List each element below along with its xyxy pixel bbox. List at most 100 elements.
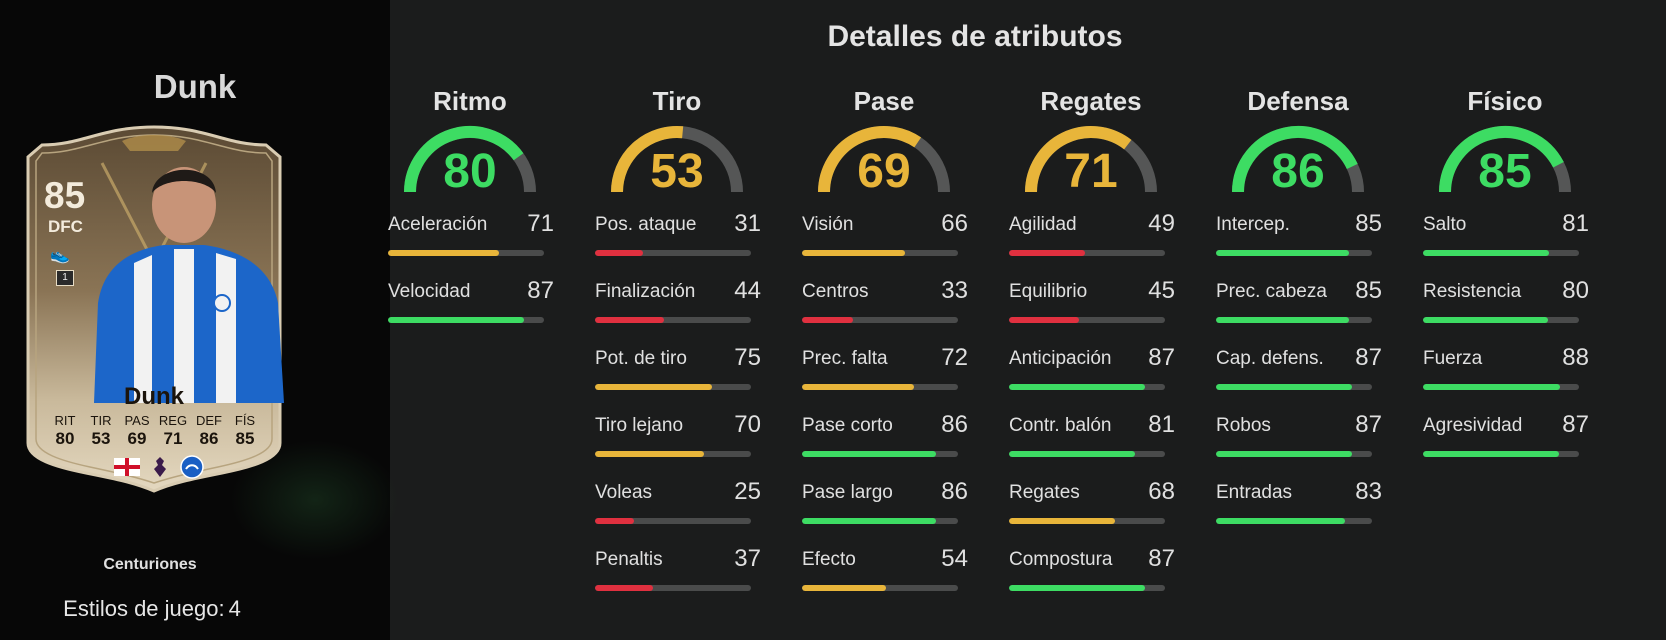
player-panel: Dunk 85 DFC 👟 1 bbox=[0, 0, 400, 640]
card-stats: RIT 80 TIR 53 PAS 69 REG 71 DEF 86 FÍS 85 bbox=[48, 413, 262, 449]
stat-value: 81 bbox=[1148, 411, 1175, 438]
stat-name: Pos. ataque bbox=[595, 214, 697, 235]
england-flag-icon bbox=[114, 458, 140, 476]
card-stat: REG 71 bbox=[156, 413, 190, 449]
stat-name: Centros bbox=[802, 281, 869, 302]
stat-row-pase-largo: Pase largo 86 bbox=[802, 474, 968, 541]
group-gauge: 80 bbox=[370, 122, 570, 206]
card-stat-value: 71 bbox=[163, 429, 183, 448]
stat-name: Pase largo bbox=[802, 482, 893, 503]
card-stat-value: 80 bbox=[55, 429, 75, 448]
card-stat: TIR 53 bbox=[84, 413, 118, 449]
stat-bar-track bbox=[1009, 518, 1165, 524]
stat-bar-track bbox=[1423, 451, 1579, 457]
stat-name: Robos bbox=[1216, 415, 1271, 436]
attribute-group-ritmo: Ritmo 80 Aceleración 71 Velocidad 87 bbox=[370, 86, 570, 340]
group-gauge: 53 bbox=[577, 122, 777, 206]
gauge-fill bbox=[1025, 126, 1132, 193]
stat-name: Tiro lejano bbox=[595, 415, 684, 436]
stat-value: 70 bbox=[734, 411, 761, 438]
stat-name: Intercep. bbox=[1216, 214, 1290, 235]
stat-value: 81 bbox=[1562, 210, 1589, 237]
rank-badge-icon: 1 bbox=[56, 270, 74, 286]
player-card[interactable]: 85 DFC 👟 1 Dunk RIT 80 TIR 53 PAS 69 REG 71 … bbox=[22, 123, 286, 495]
stat-bar-fill bbox=[388, 250, 499, 256]
stat-name: Fuerza bbox=[1423, 348, 1483, 369]
stat-value: 66 bbox=[941, 210, 968, 237]
stat-row-centros: Centros 33 bbox=[802, 273, 968, 340]
stat-name: Visión bbox=[802, 214, 854, 235]
group-title: Tiro bbox=[652, 86, 702, 116]
stat-value: 87 bbox=[527, 277, 554, 304]
player-name: Dunk bbox=[153, 68, 237, 105]
stat-bar-fill bbox=[1423, 317, 1548, 323]
stat-name: Prec. falta bbox=[802, 348, 888, 369]
stat-value: 33 bbox=[941, 277, 968, 304]
stat-value: 85 bbox=[1355, 277, 1382, 304]
stat-bar-track bbox=[595, 384, 751, 390]
playstyles-count[interactable]: Estilos de juego: 4 bbox=[0, 596, 300, 622]
stat-bar-track bbox=[1009, 250, 1165, 256]
stat-bar-fill bbox=[595, 250, 644, 256]
stat-name: Aceleración bbox=[388, 214, 488, 235]
stat-value: 87 bbox=[1355, 344, 1382, 371]
stat-row-pot-de-tiro: Pot. de tiro 75 bbox=[595, 340, 761, 407]
stat-bar-fill bbox=[1423, 451, 1559, 457]
attributes-title: Detalles de atributos bbox=[827, 20, 1123, 53]
stat-bar-fill bbox=[595, 451, 705, 457]
group-value: 71 bbox=[1064, 145, 1118, 198]
stat-value: 86 bbox=[941, 478, 968, 505]
stat-value: 75 bbox=[734, 344, 761, 371]
card-stat-label: REG bbox=[158, 413, 188, 428]
card-position: DFC bbox=[48, 217, 83, 236]
stat-name: Agilidad bbox=[1009, 214, 1077, 235]
stat-bar-fill bbox=[1009, 451, 1136, 457]
attribute-group-defensa: Defensa 86 Intercep. 85 Prec. cabeza 85 Cap. d… bbox=[1198, 86, 1398, 541]
stat-bar-fill bbox=[1216, 317, 1349, 323]
group-value: 69 bbox=[857, 145, 911, 198]
attribute-group-fisico: Físico 85 Salto 81 Resistencia 80 Fuerza 88 Agre… bbox=[1405, 86, 1605, 474]
stat-value: 87 bbox=[1148, 545, 1175, 572]
stat-value: 86 bbox=[941, 411, 968, 438]
stat-bar-track bbox=[1216, 518, 1372, 524]
stat-name: Pase corto bbox=[802, 415, 893, 436]
attribute-group-regates: Regates 71 Agilidad 49 Equilibrio 45 Anticipac… bbox=[991, 86, 1191, 608]
stat-bar-track bbox=[388, 317, 544, 323]
group-title: Regates bbox=[1040, 86, 1142, 116]
stat-value: 68 bbox=[1148, 478, 1175, 505]
group-gauge: 85 bbox=[1405, 122, 1605, 206]
card-stat-label: RIT bbox=[54, 413, 76, 428]
stat-bar-track bbox=[595, 317, 751, 323]
stat-bar-fill bbox=[595, 518, 634, 524]
group-gauge: 69 bbox=[784, 122, 984, 206]
stat-bar-track bbox=[1009, 585, 1165, 591]
stat-bar-fill bbox=[802, 585, 887, 591]
attribute-group-tiro: Tiro 53 Pos. ataque 31 Finalización 44 Pot. de… bbox=[577, 86, 777, 608]
card-player-name: Dunk bbox=[124, 383, 184, 410]
group-value: 80 bbox=[443, 145, 497, 198]
stat-value: 85 bbox=[1355, 210, 1382, 237]
stat-row-equilibrio: Equilibrio 45 bbox=[1009, 273, 1175, 340]
stat-value: 80 bbox=[1562, 277, 1589, 304]
boot-icon: 👟 bbox=[50, 247, 70, 264]
stat-row-compostura: Compostura 87 bbox=[1009, 541, 1175, 608]
stat-value: 83 bbox=[1355, 478, 1382, 505]
card-stat-value: 85 bbox=[235, 429, 255, 448]
stat-bar-fill bbox=[1423, 250, 1550, 256]
stat-name: Compostura bbox=[1009, 549, 1113, 570]
stat-name: Resistencia bbox=[1423, 281, 1522, 302]
group-title: Ritmo bbox=[433, 86, 507, 116]
card-rating: 85 bbox=[44, 175, 86, 216]
group-value: 53 bbox=[650, 145, 704, 198]
stat-value: 87 bbox=[1355, 411, 1382, 438]
stat-bar-track bbox=[1423, 384, 1579, 390]
gauge-fill bbox=[1439, 126, 1564, 193]
gauge-fill bbox=[404, 126, 524, 193]
group-title: Físico bbox=[1467, 86, 1543, 116]
stat-row-contr-balon: Contr. balón 81 bbox=[1009, 407, 1175, 474]
stat-row-regates: Regates 68 bbox=[1009, 474, 1175, 541]
card-stat-label: PAS bbox=[124, 413, 150, 428]
stat-bar-track bbox=[595, 518, 751, 524]
stat-row-salto: Salto 81 bbox=[1423, 206, 1589, 273]
stat-bar-fill bbox=[1216, 518, 1346, 524]
